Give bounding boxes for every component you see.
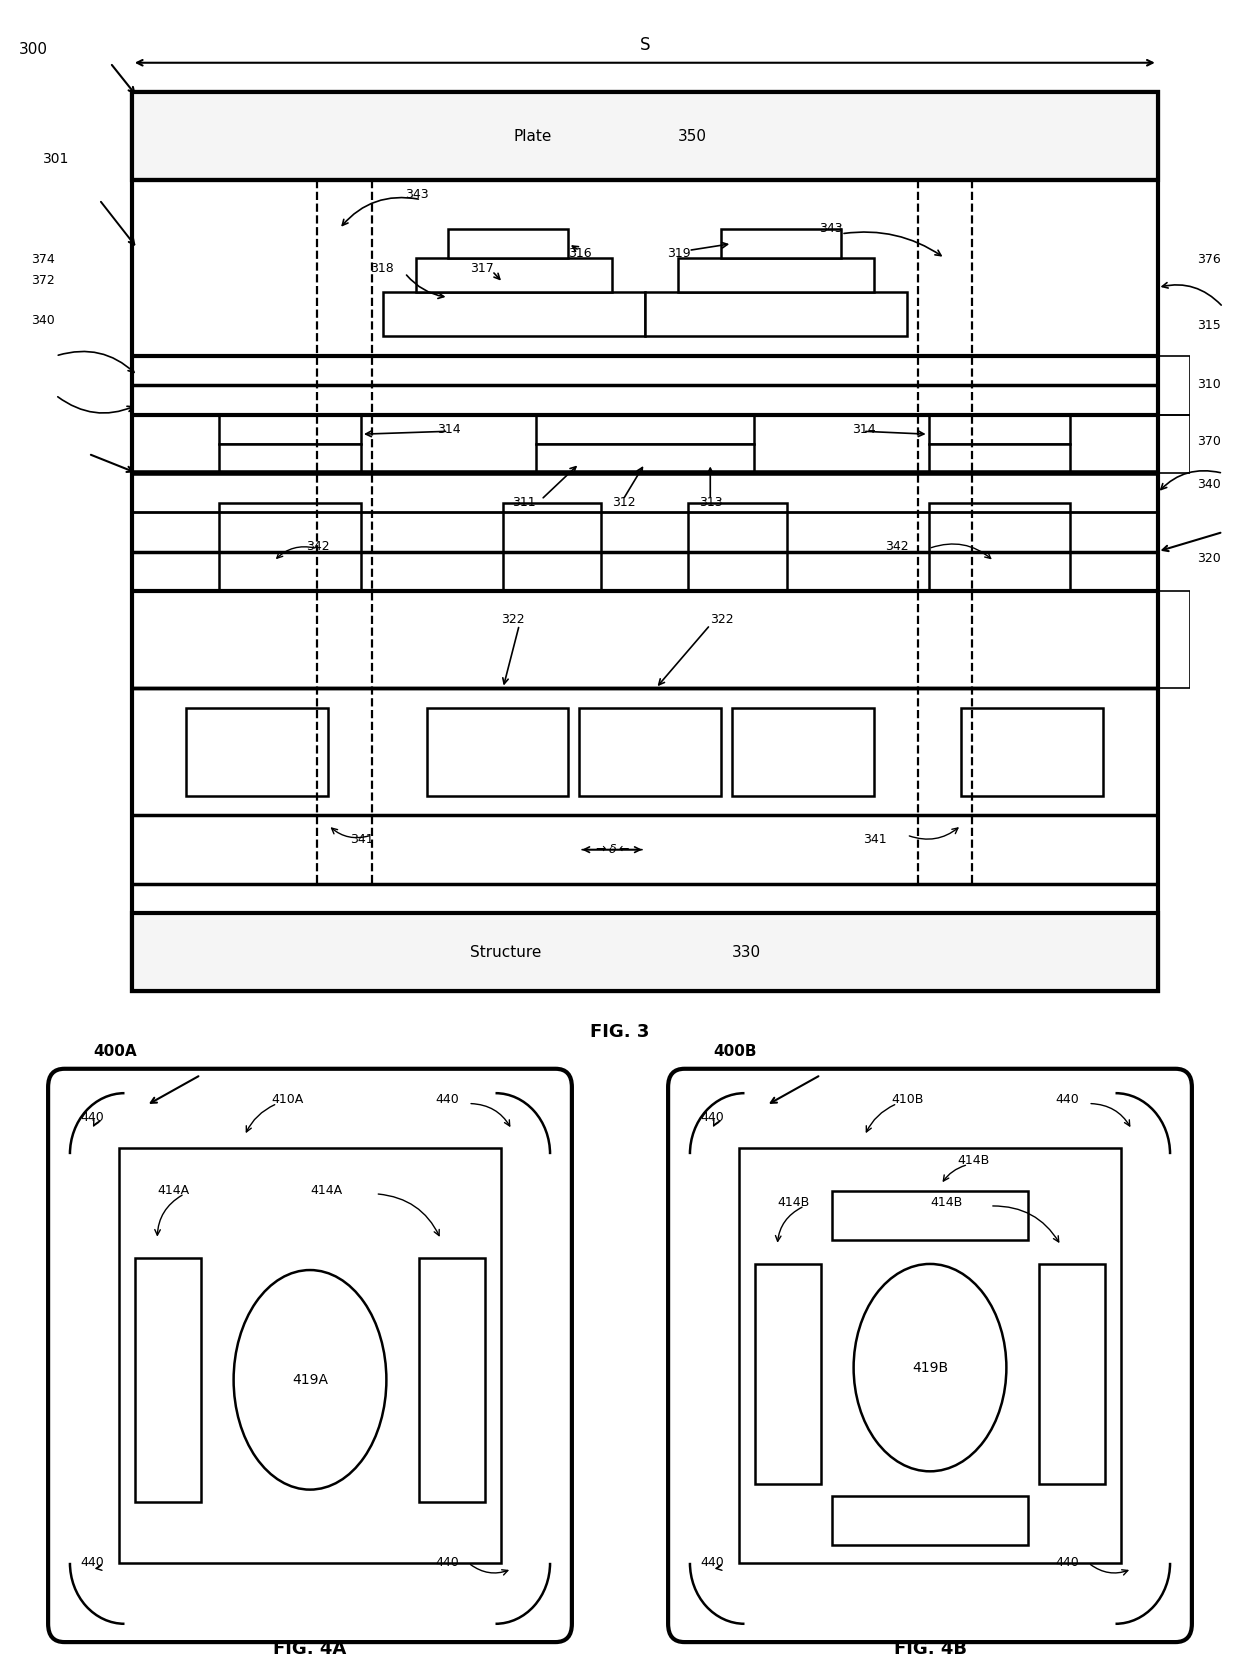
Ellipse shape: [233, 1270, 387, 1489]
Text: 343: 343: [820, 222, 843, 236]
Text: Structure: Structure: [470, 944, 542, 959]
Bar: [722, 229, 841, 259]
Bar: [929, 503, 1070, 590]
Bar: [419, 1258, 485, 1502]
Bar: [131, 912, 1158, 991]
Bar: [688, 503, 786, 590]
Text: 342: 342: [885, 540, 909, 553]
Text: 440: 440: [435, 1093, 459, 1106]
Bar: [755, 1263, 821, 1484]
Text: 343: 343: [404, 189, 428, 201]
Text: 400B: 400B: [713, 1044, 756, 1059]
Bar: [415, 259, 613, 292]
Text: 414B: 414B: [777, 1196, 810, 1210]
Bar: [536, 414, 754, 444]
Text: $\rightarrow\delta\leftarrow$: $\rightarrow\delta\leftarrow$: [594, 844, 631, 856]
Text: 414A: 414A: [310, 1185, 342, 1196]
FancyBboxPatch shape: [48, 1069, 572, 1643]
Text: 342: 342: [306, 540, 330, 553]
Bar: [449, 229, 568, 259]
Text: 370: 370: [1197, 434, 1220, 448]
Text: FIG. 3: FIG. 3: [590, 1023, 650, 1041]
Text: 341: 341: [350, 834, 373, 847]
Text: 314: 314: [438, 423, 461, 436]
Bar: [645, 292, 906, 336]
Text: 440: 440: [1055, 1093, 1079, 1106]
Text: 414B: 414B: [930, 1196, 962, 1210]
Text: 410A: 410A: [272, 1093, 304, 1106]
Ellipse shape: [853, 1263, 1007, 1470]
Text: 313: 313: [699, 496, 723, 510]
Bar: [119, 1148, 501, 1562]
Text: 322: 322: [501, 613, 525, 627]
Text: 340: 340: [1197, 478, 1220, 491]
Text: 318: 318: [370, 262, 394, 274]
Text: 414B: 414B: [957, 1153, 990, 1166]
Bar: [427, 709, 568, 795]
Text: FIG. 4B: FIG. 4B: [894, 1639, 966, 1658]
Text: 414A: 414A: [157, 1185, 190, 1196]
Text: 410B: 410B: [892, 1093, 924, 1106]
Text: 310: 310: [1197, 378, 1220, 391]
Text: S: S: [640, 37, 650, 53]
Bar: [929, 444, 1070, 473]
Bar: [929, 414, 1070, 444]
Text: 322: 322: [711, 613, 734, 627]
Text: 374: 374: [31, 252, 55, 266]
Bar: [739, 1148, 1121, 1562]
Bar: [186, 709, 329, 795]
Bar: [677, 259, 874, 292]
Text: 320: 320: [1197, 551, 1220, 565]
Bar: [832, 1191, 1028, 1240]
Text: 440: 440: [81, 1111, 104, 1125]
Bar: [135, 1258, 201, 1502]
Bar: [383, 292, 645, 336]
Bar: [131, 92, 1158, 180]
Bar: [503, 503, 601, 590]
Text: 350: 350: [677, 129, 707, 144]
Bar: [1039, 1263, 1105, 1484]
Text: 440: 440: [435, 1556, 459, 1569]
Text: 440: 440: [701, 1556, 724, 1569]
Text: 311: 311: [512, 496, 536, 510]
Text: 376: 376: [1197, 252, 1220, 266]
Bar: [219, 503, 361, 590]
Text: 301: 301: [43, 152, 69, 165]
Text: 330: 330: [732, 944, 761, 959]
Text: FIG. 4A: FIG. 4A: [273, 1639, 347, 1658]
Text: 314: 314: [852, 423, 875, 436]
Text: Plate: Plate: [513, 129, 552, 144]
Text: 440: 440: [701, 1111, 724, 1125]
Text: 300: 300: [19, 42, 47, 57]
Text: 340: 340: [31, 314, 55, 328]
Bar: [832, 1496, 1028, 1544]
Text: 317: 317: [470, 262, 494, 274]
Text: 440: 440: [81, 1556, 104, 1569]
Text: 316: 316: [568, 247, 591, 261]
FancyBboxPatch shape: [668, 1069, 1192, 1643]
Bar: [579, 709, 722, 795]
Text: 341: 341: [863, 834, 887, 847]
Text: 419B: 419B: [911, 1360, 949, 1375]
Text: 419A: 419A: [291, 1374, 329, 1387]
Bar: [961, 709, 1104, 795]
Bar: [219, 414, 361, 444]
Text: 440: 440: [1055, 1556, 1079, 1569]
Bar: [732, 709, 874, 795]
Text: 372: 372: [31, 274, 55, 287]
Text: 400A: 400A: [93, 1044, 136, 1059]
Text: 315: 315: [1197, 319, 1220, 333]
Text: 312: 312: [613, 496, 636, 510]
Text: 319: 319: [667, 247, 691, 261]
Bar: [536, 444, 754, 473]
Bar: [219, 444, 361, 473]
